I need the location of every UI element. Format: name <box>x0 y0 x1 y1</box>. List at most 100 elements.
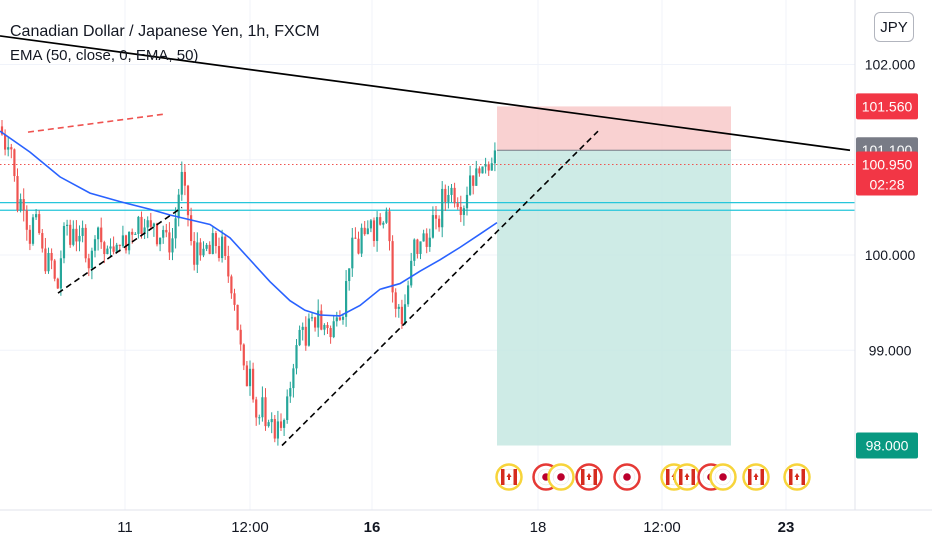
candlestick-series <box>0 120 496 446</box>
candle <box>221 229 224 263</box>
ema-line <box>0 130 498 317</box>
candle <box>13 148 16 182</box>
indicator-label[interactable]: EMA (50, close, 0, EMA, 50) <box>10 47 199 64</box>
countdown-label: 02:28 <box>869 177 904 193</box>
candle-body <box>168 232 171 253</box>
candle <box>152 222 155 237</box>
candle-body <box>366 228 369 235</box>
candle-body <box>450 187 453 195</box>
candle <box>410 252 413 288</box>
candle-body <box>143 227 146 234</box>
candle-body <box>59 258 62 289</box>
event-markers[interactable] <box>495 463 811 491</box>
candle-body <box>335 317 338 322</box>
candle-body <box>273 419 276 439</box>
position-tool[interactable] <box>497 106 731 446</box>
maple-leaf-icon <box>586 473 592 480</box>
flag-ca-band <box>679 469 683 485</box>
candle-body <box>44 248 47 272</box>
candle <box>481 166 484 174</box>
horizontal-levels[interactable] <box>0 164 855 211</box>
candle <box>394 288 397 318</box>
candle-body <box>252 368 255 400</box>
candle <box>428 228 431 252</box>
candle-body <box>376 217 379 242</box>
candle-body <box>425 233 428 247</box>
candle-body <box>493 150 496 164</box>
candle-body <box>112 246 115 252</box>
candle-body <box>413 239 416 261</box>
candle-body <box>391 241 394 293</box>
candle-body <box>236 304 239 330</box>
candle <box>317 299 320 337</box>
candle-body <box>211 233 214 254</box>
trend-lines[interactable] <box>0 35 851 447</box>
candle <box>196 232 199 274</box>
candle <box>239 324 242 351</box>
candle <box>354 227 357 239</box>
candle <box>202 241 205 258</box>
candle-body <box>233 293 236 305</box>
candle <box>78 225 81 252</box>
candle-body <box>16 176 19 211</box>
candle-body <box>224 236 227 256</box>
candle-body <box>239 329 242 345</box>
candle <box>121 225 124 248</box>
candle <box>407 280 410 307</box>
candle <box>84 224 87 263</box>
candle <box>385 207 388 224</box>
candle-body <box>199 242 202 256</box>
candle-body <box>97 227 100 240</box>
candle-body <box>400 306 403 324</box>
candle-body <box>317 310 320 328</box>
candle <box>320 304 323 331</box>
flag-jp-sun <box>719 473 727 481</box>
candle-body <box>360 227 363 254</box>
candle <box>19 193 22 213</box>
candle-body <box>245 365 248 387</box>
candle-body <box>416 239 419 254</box>
candle <box>205 242 208 252</box>
candle-body <box>332 321 335 338</box>
candle-body <box>394 292 397 309</box>
candle-body <box>87 258 90 269</box>
stop-price-tag <box>856 93 918 120</box>
candle <box>289 381 292 403</box>
candle-body <box>484 164 487 167</box>
candle <box>124 234 128 254</box>
candle <box>177 188 180 227</box>
time-axis[interactable]: 11 12:00 16 18 12:00 23 <box>0 509 932 536</box>
currency-button[interactable]: JPY <box>874 12 914 42</box>
candle <box>490 157 493 171</box>
price-axis[interactable]: 102.000101.000100.00099.000101.560101.10… <box>854 0 918 510</box>
candle <box>4 129 7 156</box>
candle <box>103 240 106 264</box>
candle-body <box>84 227 87 259</box>
candle-body <box>279 421 283 428</box>
take-profit-zone <box>497 150 731 446</box>
candle-body <box>217 246 221 259</box>
candle-body <box>38 214 41 234</box>
candle-body <box>304 326 307 346</box>
candle <box>264 388 267 431</box>
candle <box>233 288 236 311</box>
candle <box>314 316 317 332</box>
candle <box>115 242 118 253</box>
candle-body <box>202 248 205 256</box>
candle <box>298 325 301 347</box>
candle-body <box>7 147 10 150</box>
candle-body <box>490 163 493 171</box>
candle-body <box>314 317 317 328</box>
event-marker-ca <box>495 463 523 491</box>
candle <box>332 315 335 339</box>
candle-body <box>478 168 481 174</box>
candle-body <box>422 233 425 242</box>
time-tick-label: 12:00 <box>643 519 681 536</box>
candle <box>25 205 28 241</box>
candle <box>413 238 416 267</box>
candle <box>90 247 93 280</box>
flag-ca-band <box>801 469 805 485</box>
candle-body <box>159 237 162 245</box>
